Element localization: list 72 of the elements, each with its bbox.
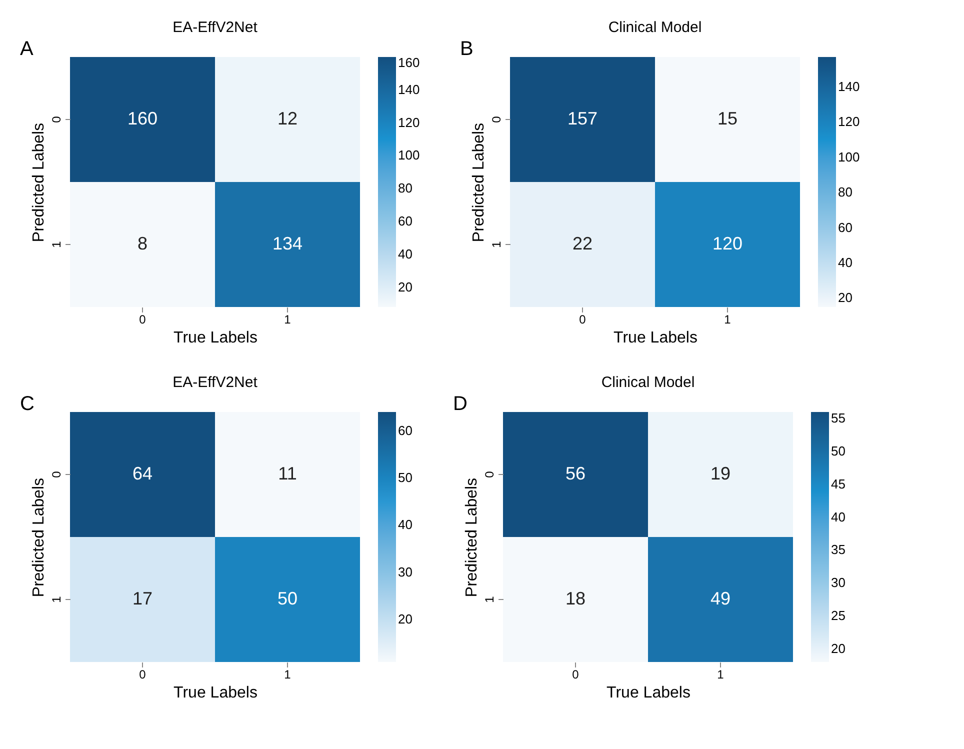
color-bar-label: 55 [831,410,846,426]
text: C [20,393,34,415]
data-label: 157 [567,108,598,128]
color-bar-label: 20 [398,612,412,627]
y-tick-label: 1 [50,596,64,603]
chart-title: Clinical Model [601,374,695,391]
x-tick-label: 0 [572,668,580,682]
x-tick-label: 0 [139,668,146,682]
chart-title: EA-EffV2Net [172,374,258,391]
color-bar-label: 80 [838,184,852,200]
chart-title: Clinical Model [608,19,702,36]
text: D [453,393,468,415]
color-bar-label: 20 [831,640,846,656]
x-axis-title: True Labels [614,330,698,346]
color-bar-label: 60 [398,213,412,228]
color-bar-label: 140 [838,78,860,94]
color-bar-label: 100 [838,149,860,164]
color-bar-label: 40 [838,254,852,270]
y-axis-title: Predicted Labels [30,122,48,242]
data-label: 134 [272,234,303,254]
color-bar-label: 20 [398,279,412,294]
data-label: 64 [132,464,153,484]
x-tick-label: 1 [717,668,724,682]
y-axis-title: Predicted Labels [464,478,480,598]
color-bar-label: 20 [838,290,852,306]
data-label: 17 [132,588,153,608]
x-tick-label: 1 [284,668,292,682]
data-label: 120 [712,234,743,254]
text: B [460,38,474,60]
color-bar-label: 60 [398,422,412,438]
chart-title: EA-EffV2Net [172,19,258,36]
color-bar-label: 35 [831,542,846,558]
data-label: 160 [127,108,158,128]
y-tick-label: 1 [50,240,64,248]
color-bar-label: 25 [831,608,846,623]
color-bar-label: 40 [831,509,846,524]
x-axis-title: True Labels [174,684,258,702]
y-tick-label: 0 [50,116,64,123]
color-bar-label: 50 [398,470,412,486]
x-tick-label: 1 [724,312,732,326]
y-axis-title: Predicted Labels [30,478,48,598]
color-bar-label: 120 [398,114,420,130]
color-bar-label: 40 [398,246,412,262]
color-bar-label: 30 [398,564,412,580]
data-label: 15 [717,108,738,128]
color-bar-label: 30 [831,575,846,590]
color-bar-label: 45 [831,476,846,492]
color-bar-label: 40 [398,517,412,532]
x-tick-label: 1 [284,312,292,326]
color-bar-label: 50 [831,443,846,458]
data-label: 49 [710,588,731,608]
x-axis-title: True Labels [174,330,258,346]
y-axis-title: Predicted Labels [470,122,488,242]
data-label: 11 [278,464,297,484]
color-bar-label: 100 [398,148,420,163]
text: A [20,38,34,60]
data-label: 22 [572,234,593,254]
data-label: 56 [565,464,586,484]
x-tick-label: 0 [579,312,586,326]
x-tick-label: 0 [139,312,146,326]
color-bar-label: 160 [398,55,420,70]
color-bar-label: 80 [398,180,412,196]
data-label: 12 [277,108,298,128]
y-tick-label: 0 [50,470,64,478]
data-label: 19 [710,464,731,484]
data-label: 18 [565,588,586,608]
color-bar-label: 60 [838,220,852,235]
data-label: 50 [277,588,298,608]
color-bar-label: 120 [838,114,860,130]
color-bar-label: 140 [398,82,420,97]
x-axis-title: True Labels [606,684,690,702]
data-label: 8 [137,234,148,254]
